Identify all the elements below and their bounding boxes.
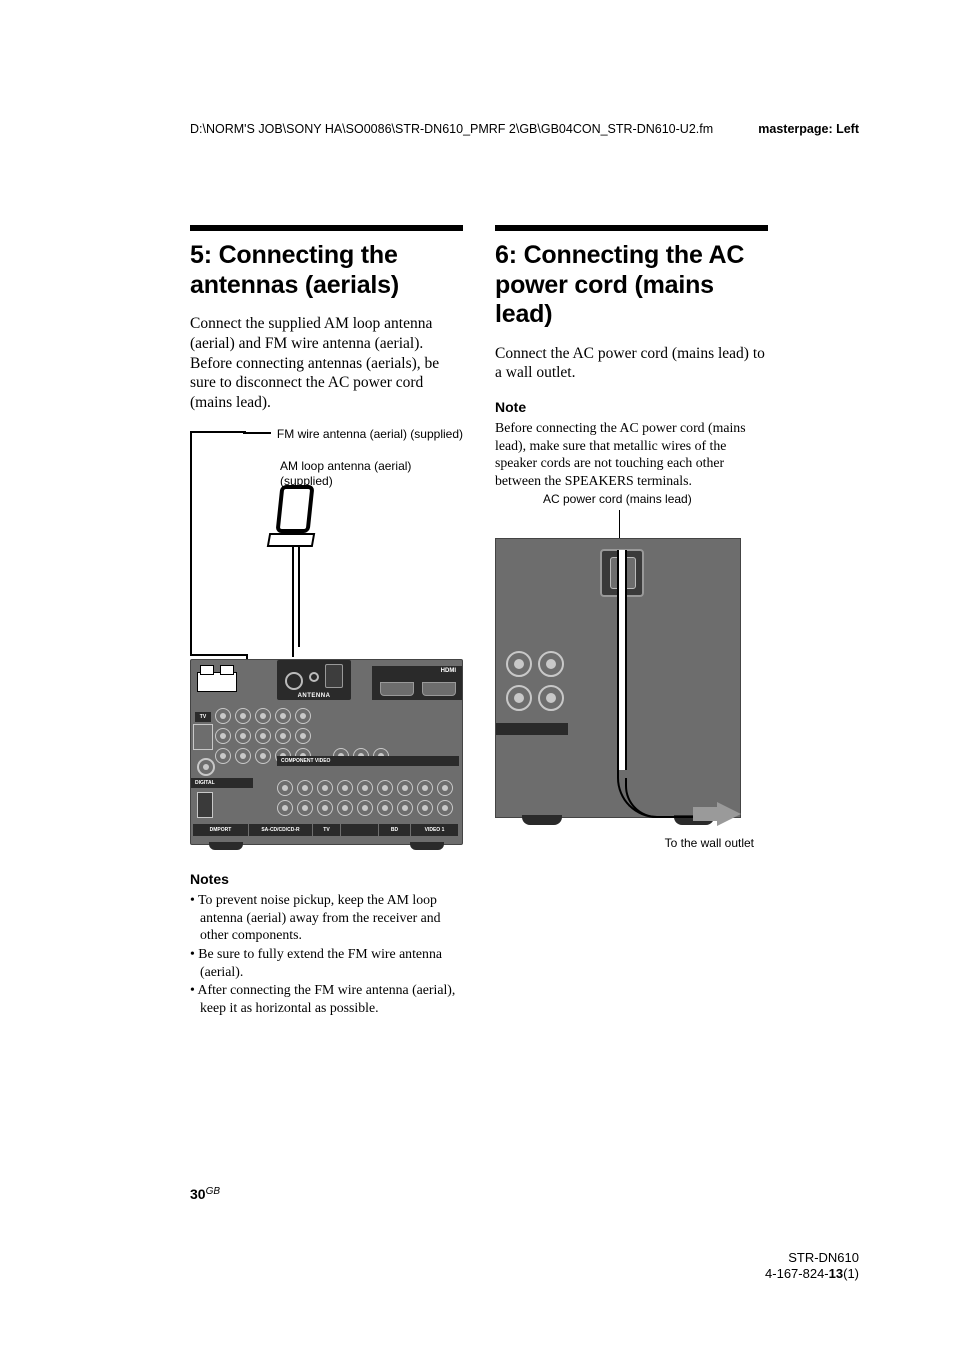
header-path: D:\NORM'S JOB\SONY HA\SO0086\STR-DN610_P… [190, 122, 713, 136]
antenna-section: ANTENNA [277, 660, 351, 700]
power-cord-line [617, 550, 627, 770]
columns: 5: Connecting the antennas (aerials) Con… [190, 225, 770, 1018]
seg-blank [341, 824, 379, 836]
note-heading: Note [495, 399, 768, 415]
footer-model: STR-DN610 [765, 1250, 859, 1266]
caption-leader-line [619, 510, 620, 538]
note-body: Before connecting the AC power cord (mai… [495, 419, 768, 490]
power-cord-caption: AC power cord (mains lead) [543, 492, 692, 506]
seg-dmport: DMPORT [193, 824, 249, 836]
panel-feet-icon [191, 842, 462, 850]
optical-port-icon [197, 792, 213, 818]
section-5-intro: Connect the supplied AM loop antenna (ae… [190, 314, 463, 413]
footer-docnum: 4-167-824-13(1) [765, 1266, 859, 1282]
antenna-figure: FM wire antenna (aerial) (supplied) AM l… [190, 427, 463, 847]
note-item: Be sure to fully extend the FM wire ante… [190, 945, 463, 980]
left-column: 5: Connecting the antennas (aerials) Con… [190, 225, 463, 1018]
speaker-jack-grid [506, 651, 564, 719]
panel-label-bar [496, 723, 568, 735]
component-video-label: COMPONENT VIDEO [277, 756, 459, 766]
tv-badge: TV [195, 712, 211, 722]
page-number: 30GB [190, 1186, 220, 1202]
page: D:\NORM'S JOB\SONY HA\SO0086\STR-DN610_P… [0, 0, 954, 1350]
seg-tv: TV [313, 824, 341, 836]
right-column: 6: Connecting the AC power cord (mains l… [495, 225, 768, 1018]
am-caption-line1: AM loop antenna (aerial) [280, 459, 411, 473]
power-cord-figure: AC power cord (mains lead) To the wall o… [495, 492, 768, 892]
header-masterpage: masterpage: Left [758, 122, 859, 136]
small-port-icon [193, 724, 213, 750]
hdmi-label: HDMI [441, 668, 456, 674]
bottom-label-bar: DMPORT SA-CD/CD/CD-R TV BD VIDEO 1 [193, 824, 462, 836]
section-rule [495, 225, 768, 231]
wall-outlet-label: To the wall outlet [665, 836, 754, 850]
receiver-back-panel: ANTENNA HDMI TV COMPONEN [190, 659, 463, 845]
header-row: D:\NORM'S JOB\SONY HA\SO0086\STR-DN610_P… [190, 122, 859, 136]
seg-video1: VIDEO 1 [411, 824, 459, 836]
fm-caption: FM wire antenna (aerial) (supplied) [243, 427, 463, 441]
fm-wire-line [190, 431, 246, 656]
note-item: To prevent noise pickup, keep the AM loo… [190, 891, 463, 944]
page-num-value: 30 [190, 1186, 206, 1202]
notes-list: To prevent noise pickup, keep the AM loo… [190, 891, 463, 1018]
section-5-title: 5: Connecting the antennas (aerials) [190, 241, 463, 300]
hdmi-section: HDMI [372, 666, 462, 700]
rca-jack-grid-lower [277, 780, 453, 820]
seg-sacd: SA-CD/CD/CD-R [249, 824, 313, 836]
digital-label: DIGITAL [191, 778, 253, 788]
speaker-terminal-icon [197, 672, 237, 692]
footer-right: STR-DN610 4-167-824-13(1) [765, 1250, 859, 1283]
seg-bd: BD [379, 824, 411, 836]
notes-heading: Notes [190, 871, 463, 887]
arrow-icon [717, 802, 741, 826]
coax-jack-icon [197, 758, 215, 776]
am-lead-line-2 [298, 545, 300, 647]
am-lead-line [292, 545, 294, 657]
antenna-label: ANTENNA [277, 693, 351, 699]
section-rule [190, 225, 463, 231]
section-6-intro: Connect the AC power cord (mains lead) t… [495, 344, 768, 384]
note-item: After connecting the FM wire antenna (ae… [190, 981, 463, 1016]
page-num-suffix: GB [206, 1186, 220, 1197]
am-loop-icon [268, 485, 314, 547]
section-6-title: 6: Connecting the AC power cord (mains l… [495, 241, 768, 330]
